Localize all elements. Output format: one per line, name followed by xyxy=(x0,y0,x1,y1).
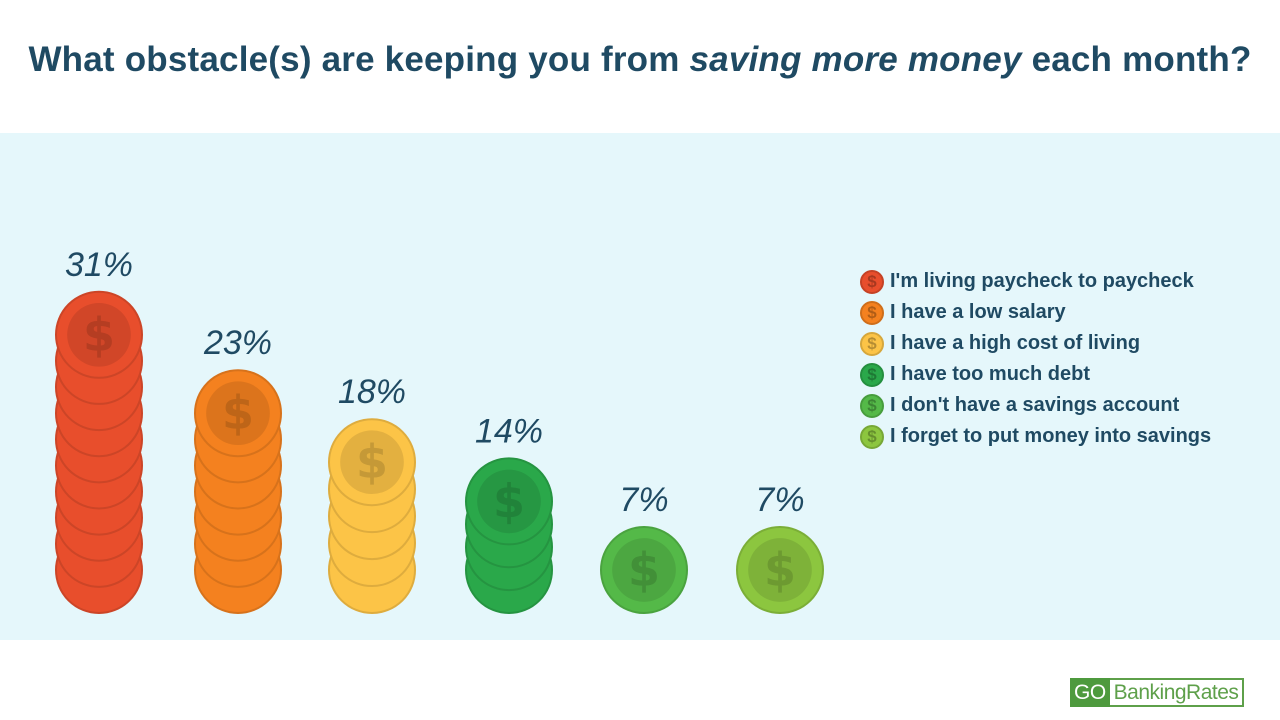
coin-stack-bar: $ xyxy=(465,457,553,614)
logo-go: GO xyxy=(1070,678,1110,707)
legend-label: I have too much debt xyxy=(890,363,1091,385)
legend-item: $ I'm living paycheck to paycheck xyxy=(860,266,1211,297)
dollar-coin-icon: $ xyxy=(860,269,884,294)
dollar-icon: $ xyxy=(222,386,254,440)
coin-face xyxy=(477,469,541,534)
coin-stack-bar: $ xyxy=(600,526,688,614)
title-emphasis: saving more money xyxy=(689,40,1022,79)
dollar-icon: $ xyxy=(628,543,660,597)
dollar-icon: $ xyxy=(493,474,525,528)
dollar-icon: $ xyxy=(356,435,388,489)
value-label: 7% xyxy=(755,481,804,519)
legend-item: $ I forget to put money into savings xyxy=(860,421,1211,452)
coin-face xyxy=(206,381,270,446)
coin-face xyxy=(612,538,676,602)
coin-face xyxy=(340,430,404,495)
chart-title: What obstacle(s) are keeping you from sa… xyxy=(0,40,1280,80)
coin-stack-bar: $ xyxy=(328,418,416,614)
legend-item: $ I don't have a savings account xyxy=(860,390,1211,421)
coin-face xyxy=(748,538,812,602)
legend-label: I don't have a savings account xyxy=(890,394,1180,416)
value-label: 7% xyxy=(619,481,668,519)
dollar-icon: $ xyxy=(764,543,796,597)
dollar-coin-icon: $ xyxy=(860,393,884,418)
title-after: each month? xyxy=(1021,40,1252,79)
dollar-coin-icon: $ xyxy=(860,424,884,449)
value-label: 18% xyxy=(338,373,406,411)
legend-item: $ I have a low salary xyxy=(860,297,1211,328)
value-label: 14% xyxy=(475,412,543,450)
logo-bankingrates: BankingRates xyxy=(1109,678,1245,707)
coin-face xyxy=(67,302,131,367)
legend: $ I'm living paycheck to paycheck $ I have … xyxy=(860,266,1211,452)
legend-label: I forget to put money into savings xyxy=(890,425,1212,447)
legend-item: $ I have too much debt xyxy=(860,359,1211,390)
coin-stack-bar: $ xyxy=(55,290,143,614)
dollar-coin-icon: $ xyxy=(860,331,884,356)
legend-label: I'm living paycheck to paycheck xyxy=(890,270,1194,292)
gobankingrates-logo: GO BankingRates xyxy=(1070,678,1245,707)
dollar-coin-icon: $ xyxy=(860,300,884,325)
chart-panel: $31% $23% $18% $14% $7% $7% $ I'm living paych… xyxy=(0,133,1280,640)
coin-stack-bar: $ xyxy=(736,526,824,614)
value-label: 31% xyxy=(65,246,133,284)
coin-stack-chart: $31% $23% $18% $14% $7% $7% xyxy=(55,246,824,614)
dollar-icon: $ xyxy=(83,308,115,362)
legend-label: I have a low salary xyxy=(890,301,1066,323)
legend-label: I have a high cost of living xyxy=(890,332,1141,354)
legend-item: $ I have a high cost of living xyxy=(860,328,1211,359)
coin-stack-bar: $ xyxy=(194,369,282,614)
dollar-coin-icon: $ xyxy=(860,362,884,387)
title-before: What obstacle(s) are keeping you from xyxy=(28,40,690,79)
value-label: 23% xyxy=(203,324,272,362)
